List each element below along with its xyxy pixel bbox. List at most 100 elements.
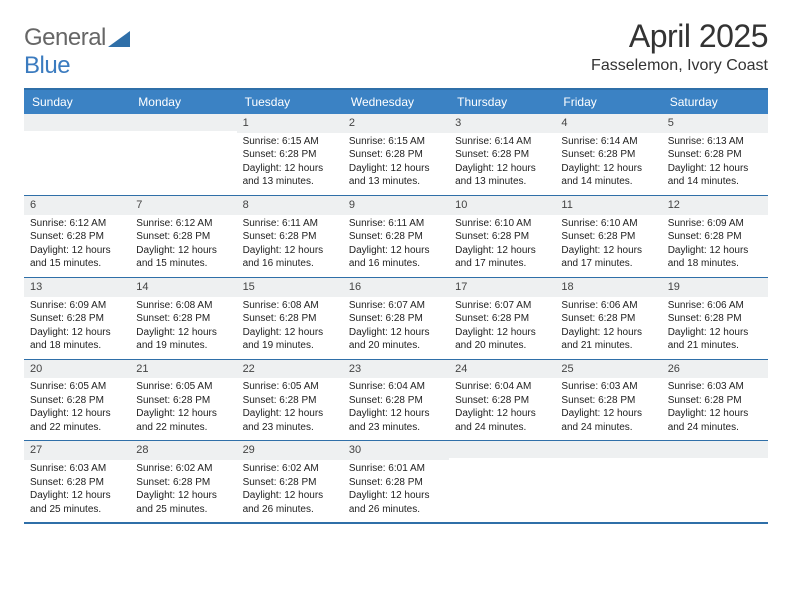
daylight-text-2: and 13 minutes. bbox=[243, 175, 337, 189]
cell-content: Sunrise: 6:07 AMSunset: 6:28 PMDaylight:… bbox=[343, 297, 449, 359]
sunrise-text: Sunrise: 6:03 AM bbox=[30, 462, 124, 476]
brand-logo: GeneralBlue bbox=[24, 18, 132, 80]
sunset-text: Sunset: 6:28 PM bbox=[561, 148, 655, 162]
daylight-text-2: and 16 minutes. bbox=[349, 257, 443, 271]
calendar-cell: 20Sunrise: 6:05 AMSunset: 6:28 PMDayligh… bbox=[24, 360, 130, 441]
sunset-text: Sunset: 6:28 PM bbox=[561, 394, 655, 408]
sunset-text: Sunset: 6:28 PM bbox=[30, 312, 124, 326]
day-number bbox=[24, 114, 130, 131]
day-number: 11 bbox=[555, 196, 661, 215]
daylight-text-2: and 14 minutes. bbox=[561, 175, 655, 189]
calendar-cell: 22Sunrise: 6:05 AMSunset: 6:28 PMDayligh… bbox=[237, 360, 343, 441]
sunset-text: Sunset: 6:28 PM bbox=[668, 148, 762, 162]
daylight-text-2: and 16 minutes. bbox=[243, 257, 337, 271]
sunrise-text: Sunrise: 6:04 AM bbox=[455, 380, 549, 394]
calendar-cell: 5Sunrise: 6:13 AMSunset: 6:28 PMDaylight… bbox=[662, 114, 768, 195]
day-number: 22 bbox=[237, 360, 343, 379]
cell-content: Sunrise: 6:10 AMSunset: 6:28 PMDaylight:… bbox=[555, 215, 661, 277]
brand-text-b: Blue bbox=[24, 52, 70, 79]
sunset-text: Sunset: 6:28 PM bbox=[243, 476, 337, 490]
cell-content: Sunrise: 6:15 AMSunset: 6:28 PMDaylight:… bbox=[343, 133, 449, 195]
daylight-text-2: and 24 minutes. bbox=[668, 421, 762, 435]
sunrise-text: Sunrise: 6:07 AM bbox=[455, 299, 549, 313]
calendar-cell: 30Sunrise: 6:01 AMSunset: 6:28 PMDayligh… bbox=[343, 441, 449, 522]
sunrise-text: Sunrise: 6:11 AM bbox=[349, 217, 443, 231]
day-number: 6 bbox=[24, 196, 130, 215]
calendar-cell: 11Sunrise: 6:10 AMSunset: 6:28 PMDayligh… bbox=[555, 196, 661, 277]
daylight-text-1: Daylight: 12 hours bbox=[243, 244, 337, 258]
daylight-text-1: Daylight: 12 hours bbox=[668, 407, 762, 421]
daylight-text-1: Daylight: 12 hours bbox=[349, 326, 443, 340]
sunrise-text: Sunrise: 6:10 AM bbox=[561, 217, 655, 231]
daylight-text-2: and 18 minutes. bbox=[30, 339, 124, 353]
sunset-text: Sunset: 6:28 PM bbox=[136, 312, 230, 326]
sunset-text: Sunset: 6:28 PM bbox=[561, 312, 655, 326]
sunrise-text: Sunrise: 6:05 AM bbox=[136, 380, 230, 394]
day-number: 26 bbox=[662, 360, 768, 379]
calendar-cell bbox=[555, 441, 661, 522]
cell-content: Sunrise: 6:05 AMSunset: 6:28 PMDaylight:… bbox=[24, 378, 130, 440]
cell-content: Sunrise: 6:07 AMSunset: 6:28 PMDaylight:… bbox=[449, 297, 555, 359]
cell-content: Sunrise: 6:11 AMSunset: 6:28 PMDaylight:… bbox=[237, 215, 343, 277]
calendar-week: 13Sunrise: 6:09 AMSunset: 6:28 PMDayligh… bbox=[24, 277, 768, 359]
sunset-text: Sunset: 6:28 PM bbox=[136, 476, 230, 490]
calendar-cell bbox=[24, 114, 130, 195]
sunrise-text: Sunrise: 6:03 AM bbox=[668, 380, 762, 394]
day-number: 12 bbox=[662, 196, 768, 215]
day-number: 19 bbox=[662, 278, 768, 297]
daylight-text-2: and 24 minutes. bbox=[561, 421, 655, 435]
daylight-text-2: and 13 minutes. bbox=[455, 175, 549, 189]
calendar-week: 6Sunrise: 6:12 AMSunset: 6:28 PMDaylight… bbox=[24, 195, 768, 277]
page-header: GeneralBlue April 2025 Fasselemon, Ivory… bbox=[24, 18, 768, 80]
sunrise-text: Sunrise: 6:02 AM bbox=[136, 462, 230, 476]
daylight-text-2: and 24 minutes. bbox=[455, 421, 549, 435]
daylight-text-1: Daylight: 12 hours bbox=[455, 162, 549, 176]
daylight-text-1: Daylight: 12 hours bbox=[349, 244, 443, 258]
calendar-cell bbox=[449, 441, 555, 522]
day-number: 18 bbox=[555, 278, 661, 297]
day-number: 28 bbox=[130, 441, 236, 460]
daylight-text-1: Daylight: 12 hours bbox=[243, 489, 337, 503]
daylight-text-2: and 23 minutes. bbox=[349, 421, 443, 435]
day-header: Monday bbox=[130, 90, 236, 114]
calendar-cell: 12Sunrise: 6:09 AMSunset: 6:28 PMDayligh… bbox=[662, 196, 768, 277]
cell-content: Sunrise: 6:02 AMSunset: 6:28 PMDaylight:… bbox=[237, 460, 343, 522]
calendar-cell: 26Sunrise: 6:03 AMSunset: 6:28 PMDayligh… bbox=[662, 360, 768, 441]
day-number bbox=[130, 114, 236, 131]
calendar-cell: 18Sunrise: 6:06 AMSunset: 6:28 PMDayligh… bbox=[555, 278, 661, 359]
sunset-text: Sunset: 6:28 PM bbox=[30, 476, 124, 490]
cell-content: Sunrise: 6:01 AMSunset: 6:28 PMDaylight:… bbox=[343, 460, 449, 522]
calendar-cell: 28Sunrise: 6:02 AMSunset: 6:28 PMDayligh… bbox=[130, 441, 236, 522]
sunrise-text: Sunrise: 6:03 AM bbox=[561, 380, 655, 394]
day-number: 15 bbox=[237, 278, 343, 297]
day-number: 16 bbox=[343, 278, 449, 297]
daylight-text-2: and 18 minutes. bbox=[668, 257, 762, 271]
day-number: 20 bbox=[24, 360, 130, 379]
calendar-header-row: Sunday Monday Tuesday Wednesday Thursday… bbox=[24, 90, 768, 114]
daylight-text-2: and 17 minutes. bbox=[561, 257, 655, 271]
daylight-text-1: Daylight: 12 hours bbox=[455, 326, 549, 340]
calendar-cell: 13Sunrise: 6:09 AMSunset: 6:28 PMDayligh… bbox=[24, 278, 130, 359]
sunrise-text: Sunrise: 6:07 AM bbox=[349, 299, 443, 313]
calendar-cell: 29Sunrise: 6:02 AMSunset: 6:28 PMDayligh… bbox=[237, 441, 343, 522]
day-number: 17 bbox=[449, 278, 555, 297]
daylight-text-1: Daylight: 12 hours bbox=[349, 407, 443, 421]
daylight-text-2: and 23 minutes. bbox=[243, 421, 337, 435]
cell-content: Sunrise: 6:09 AMSunset: 6:28 PMDaylight:… bbox=[662, 215, 768, 277]
daylight-text-2: and 22 minutes. bbox=[30, 421, 124, 435]
calendar-cell: 14Sunrise: 6:08 AMSunset: 6:28 PMDayligh… bbox=[130, 278, 236, 359]
daylight-text-1: Daylight: 12 hours bbox=[349, 162, 443, 176]
cell-content: Sunrise: 6:03 AMSunset: 6:28 PMDaylight:… bbox=[555, 378, 661, 440]
daylight-text-2: and 21 minutes. bbox=[668, 339, 762, 353]
day-header: Saturday bbox=[662, 90, 768, 114]
day-header: Sunday bbox=[24, 90, 130, 114]
sunset-text: Sunset: 6:28 PM bbox=[455, 394, 549, 408]
daylight-text-1: Daylight: 12 hours bbox=[243, 162, 337, 176]
daylight-text-1: Daylight: 12 hours bbox=[243, 326, 337, 340]
sunrise-text: Sunrise: 6:01 AM bbox=[349, 462, 443, 476]
calendar-cell: 24Sunrise: 6:04 AMSunset: 6:28 PMDayligh… bbox=[449, 360, 555, 441]
daylight-text-2: and 17 minutes. bbox=[455, 257, 549, 271]
calendar-cell: 2Sunrise: 6:15 AMSunset: 6:28 PMDaylight… bbox=[343, 114, 449, 195]
sunset-text: Sunset: 6:28 PM bbox=[243, 394, 337, 408]
daylight-text-2: and 26 minutes. bbox=[349, 503, 443, 517]
